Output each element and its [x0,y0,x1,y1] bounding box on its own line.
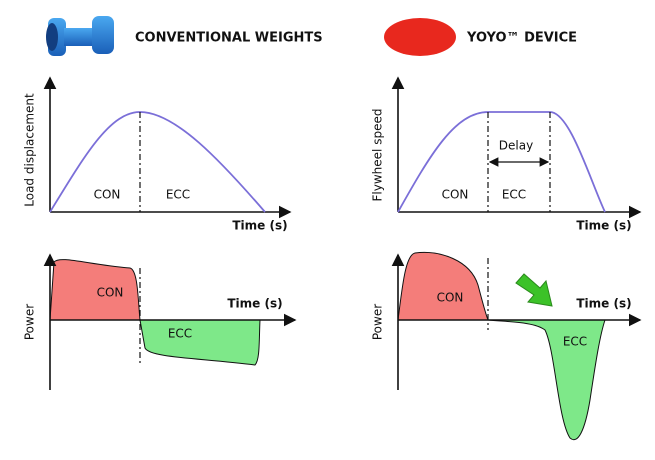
y-label: Flywheel speed [371,109,385,202]
phase-label: ECC [166,188,190,202]
y-label: Power [371,304,385,340]
y-label: Power [23,304,37,340]
x-label: Time (s) [227,297,282,311]
phase-label: CON [97,286,124,300]
phase-label: CON [442,188,469,202]
dumbbell-icon [46,16,114,56]
panel: Delay CON ECC Time (s) Flywheel speed [371,76,642,233]
panel: CON ECC Time (s) Power [371,251,642,441]
phase-label: ECC [502,188,526,202]
x-label: Time (s) [232,219,287,233]
panel: CON ECC Time (s) Load displacement [23,76,292,233]
phase-label: CON [437,291,464,305]
annotation: Delay [499,139,533,153]
y-label: Load displacement [23,93,37,207]
header-text: CONVENTIONAL WEIGHTS [135,31,323,46]
phase-label: ECC [168,327,192,341]
yoyo-icon [384,18,456,56]
x-label: Time (s) [576,219,631,233]
x-label: Time (s) [576,297,631,311]
phase-label: CON [94,188,121,202]
panel: CON ECC Time (s) Power [23,253,297,390]
phase-label: ECC [563,335,587,349]
arrow-icon [515,273,553,307]
header-text: YOYO™ DEVICE [466,31,577,46]
